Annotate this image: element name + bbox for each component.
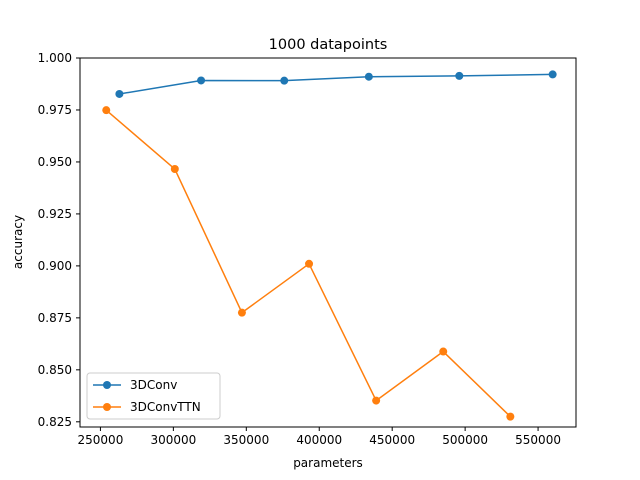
y-tick-label: 1.000 xyxy=(38,51,72,65)
x-tick-label: 350000 xyxy=(223,433,269,447)
data-point-3dconvttn xyxy=(506,412,515,421)
y-tick-label: 0.950 xyxy=(38,155,72,169)
x-tick-label: 400000 xyxy=(296,433,342,447)
data-point-3dconv xyxy=(280,76,289,85)
y-tick-label: 0.975 xyxy=(38,103,72,117)
legend-label-3dconvttn: 3DConvTTN xyxy=(130,400,201,414)
series-line-3dconv xyxy=(119,73,553,95)
data-point-3dconv xyxy=(455,71,464,80)
chart-title: 1000 datapoints xyxy=(269,37,388,53)
y-tick-label: 0.825 xyxy=(38,415,72,429)
data-point-3dconvttn xyxy=(237,308,246,317)
legend-label-3dconv: 3DConv xyxy=(130,378,177,392)
x-tick-label: 500000 xyxy=(442,433,488,447)
x-tick-label: 550000 xyxy=(515,433,561,447)
legend: 3DConv 3DConvTTN xyxy=(86,372,221,420)
data-point-3dconvttn xyxy=(439,347,448,356)
x-tick-label: 300000 xyxy=(150,433,196,447)
x-tick-label: 450000 xyxy=(369,433,415,447)
axes-frame xyxy=(79,57,577,428)
data-point-3dconvttn xyxy=(102,106,111,115)
data-point-3dconv xyxy=(364,72,373,81)
plot-area: 250000 300000 350000 400000 450000 500000 5500… xyxy=(38,51,577,447)
data-point-3dconv xyxy=(197,76,206,85)
data-point-3dconvttn xyxy=(372,396,381,405)
y-axis-label: accuracy xyxy=(11,215,25,269)
data-point-3dconvttn xyxy=(305,259,314,268)
y-tick-label: 0.875 xyxy=(38,311,72,325)
y-tick-label: 0.925 xyxy=(38,207,72,221)
data-point-3dconv xyxy=(115,89,124,98)
y-tick-label: 0.900 xyxy=(38,259,72,273)
x-axis-label: parameters xyxy=(293,456,363,470)
data-point-3dconvttn xyxy=(170,165,179,174)
legend-marker-3dconv xyxy=(103,381,111,389)
y-tick-label: 0.850 xyxy=(38,363,72,377)
data-point-3dconv xyxy=(548,70,557,79)
legend-marker-3dconvttn xyxy=(103,403,111,411)
x-tick-label: 250000 xyxy=(78,433,124,447)
